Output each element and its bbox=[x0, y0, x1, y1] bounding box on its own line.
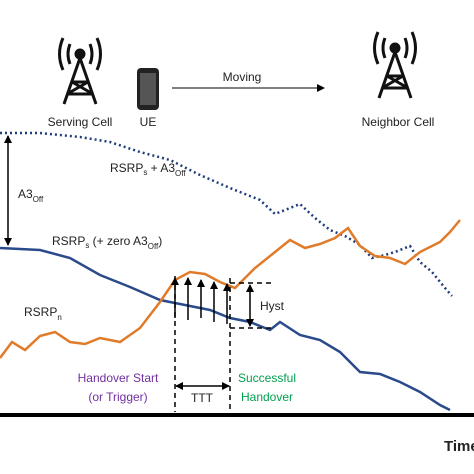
trigger-arrows bbox=[171, 277, 231, 324]
serving-tower bbox=[58, 37, 102, 105]
text-part: A3 bbox=[18, 187, 33, 201]
text-part: n bbox=[57, 313, 61, 322]
dashed-guides bbox=[174, 276, 272, 412]
hyst-label: Hyst bbox=[260, 299, 285, 313]
ttt-label: TTT bbox=[191, 391, 214, 405]
ue-label: UE bbox=[140, 115, 157, 129]
text-part: RSRP bbox=[52, 234, 85, 248]
rsrp-s-plus-curve bbox=[0, 131, 453, 297]
handover-start-sub: (or Trigger) bbox=[88, 390, 147, 404]
text-part: RSRP bbox=[110, 161, 143, 175]
rsrp-n-curve bbox=[0, 219, 461, 359]
rsrp-s-plus-label: RSRPs + A3Off bbox=[110, 161, 186, 178]
text-part: ) bbox=[158, 234, 162, 248]
text-part: Off bbox=[148, 242, 159, 251]
a3-label: A3Off bbox=[18, 187, 44, 204]
text-part: + A3 bbox=[147, 161, 175, 175]
successful-sub: Handover bbox=[241, 390, 293, 404]
rsrp-n-label: RSRPn bbox=[24, 305, 62, 322]
rsrp-s-label: RSRPs (+ zero A3Off) bbox=[52, 234, 162, 251]
text-part: Off bbox=[33, 195, 44, 204]
neighbor-tower bbox=[373, 31, 417, 99]
time-label: Time bbox=[444, 438, 474, 455]
text-part: s bbox=[85, 241, 89, 250]
successful-label: Successful bbox=[238, 371, 296, 385]
text-part: s bbox=[143, 168, 147, 177]
rsrp-s-curve bbox=[0, 246, 451, 412]
serving-label: Serving Cell bbox=[48, 115, 113, 129]
text-part: RSRP bbox=[24, 305, 57, 319]
handover-start-label: Handover Start bbox=[78, 371, 159, 385]
text-part: (+ zero A3 bbox=[89, 234, 148, 248]
moving-label: Moving bbox=[223, 70, 262, 84]
neighbor-label: Neighbor Cell bbox=[362, 115, 435, 129]
phone-icon bbox=[137, 68, 159, 110]
text-part: Off bbox=[175, 169, 186, 178]
